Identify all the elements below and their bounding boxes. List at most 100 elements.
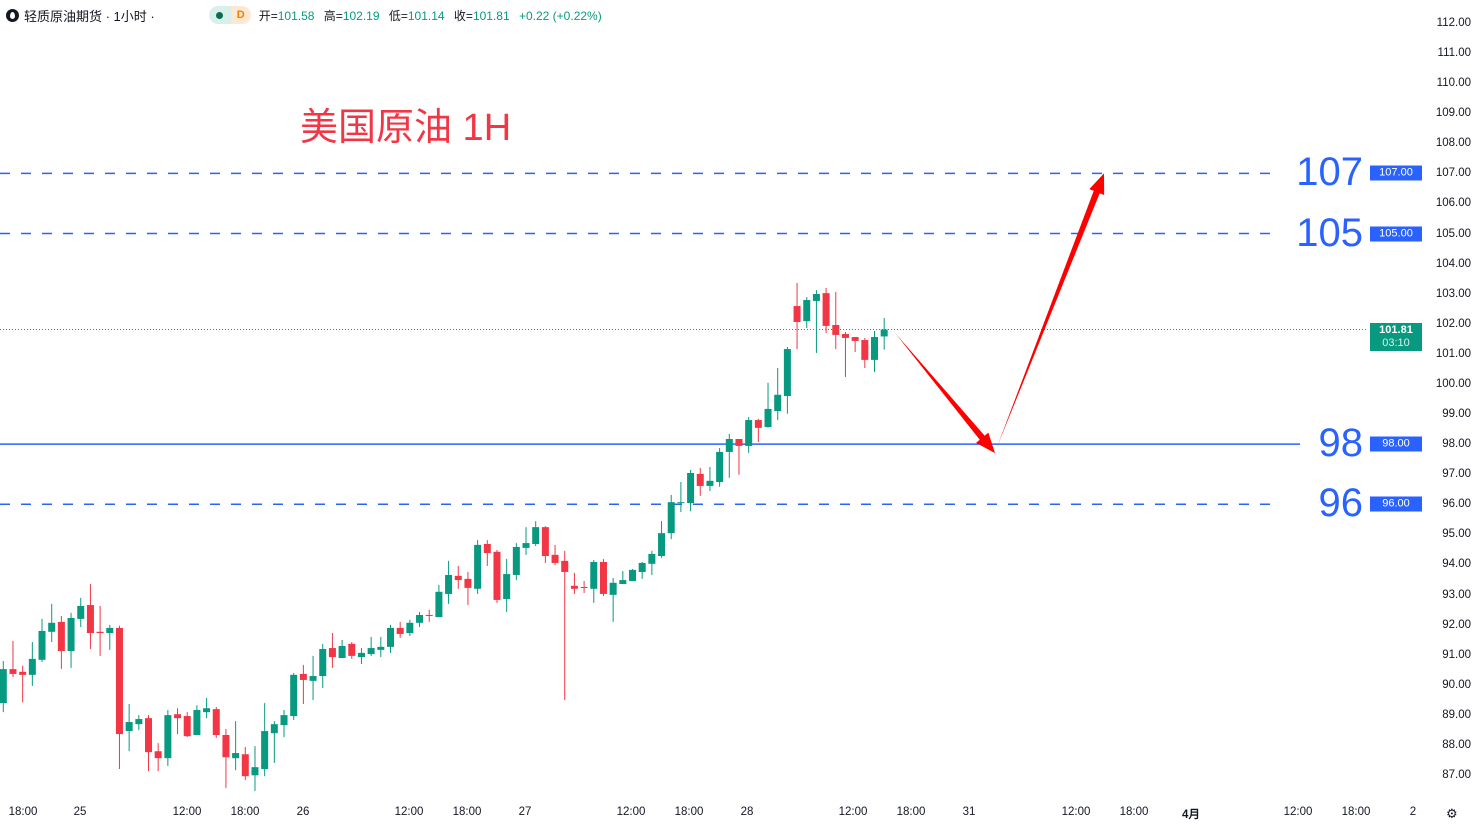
candle-body bbox=[880, 329, 888, 337]
candle-body bbox=[367, 648, 375, 655]
candle-body bbox=[532, 527, 540, 544]
candle bbox=[483, 540, 491, 566]
candle bbox=[115, 625, 123, 769]
price-tick: 92.00 bbox=[1442, 618, 1471, 631]
candle bbox=[154, 743, 162, 772]
candle-body bbox=[783, 349, 791, 396]
time-tick: 28 bbox=[740, 806, 754, 818]
time-tick: 12:00 bbox=[616, 806, 646, 818]
open-label: 开= bbox=[258, 8, 278, 23]
candle bbox=[561, 550, 569, 701]
candle-body bbox=[174, 714, 182, 719]
level-label-98: 98 bbox=[1318, 421, 1364, 466]
candle-body bbox=[580, 587, 588, 588]
candle bbox=[251, 746, 259, 791]
time-tick: 18:00 bbox=[8, 806, 38, 818]
candle-body bbox=[841, 334, 849, 338]
high-label: 高= bbox=[323, 8, 343, 23]
candle-body bbox=[348, 643, 356, 656]
candle-body bbox=[28, 658, 36, 675]
candle-body bbox=[212, 709, 220, 735]
candle bbox=[580, 580, 588, 594]
candle bbox=[541, 526, 549, 563]
time-tick: 25 bbox=[73, 806, 87, 818]
candle-body bbox=[493, 551, 501, 600]
time-tick: 12:00 bbox=[1283, 806, 1313, 818]
candle bbox=[183, 712, 191, 738]
candle-body bbox=[832, 325, 840, 335]
time-tick: 26 bbox=[296, 806, 310, 818]
candle bbox=[716, 448, 724, 487]
candle-body bbox=[164, 715, 172, 759]
candle bbox=[687, 469, 695, 512]
candle-body bbox=[561, 560, 569, 572]
candle bbox=[493, 550, 501, 603]
candle-body bbox=[154, 751, 162, 759]
annotation-arrows bbox=[895, 173, 1105, 454]
candle bbox=[222, 728, 230, 788]
candle-body bbox=[328, 648, 336, 658]
time-tick: 18:00 bbox=[1341, 806, 1371, 818]
candle bbox=[696, 467, 704, 496]
price-levels bbox=[0, 172, 1300, 506]
price-tick: 97.00 bbox=[1442, 468, 1471, 481]
candle bbox=[464, 571, 472, 606]
price-tick: 95.00 bbox=[1442, 528, 1471, 541]
bar-countdown: 03:10 bbox=[1382, 336, 1410, 349]
level-price-badge: 96.00 bbox=[1370, 496, 1422, 512]
price-tick: 109.00 bbox=[1435, 107, 1471, 120]
candle-body bbox=[793, 306, 801, 322]
candle bbox=[793, 282, 801, 350]
candle bbox=[706, 466, 714, 492]
price-tick: 112.00 bbox=[1436, 17, 1471, 29]
candle-body bbox=[648, 553, 656, 564]
candle bbox=[241, 747, 249, 781]
candle-body bbox=[590, 562, 598, 589]
candle bbox=[86, 583, 94, 649]
time-tick: 12:00 bbox=[394, 806, 424, 818]
candle-body bbox=[357, 652, 365, 658]
settings-gear-icon[interactable]: ⚙ bbox=[1446, 806, 1458, 821]
candle bbox=[416, 611, 424, 628]
time-tick: 4月 bbox=[1182, 809, 1200, 821]
candle bbox=[619, 571, 627, 584]
candle bbox=[270, 721, 278, 763]
candle bbox=[570, 572, 578, 594]
candle bbox=[377, 636, 385, 658]
candle bbox=[9, 640, 17, 677]
candle-body bbox=[270, 724, 278, 734]
chart-header: 轻质原油期货 · 1小时 · D 开=101.58 高=102.19 低=101… bbox=[6, 5, 608, 25]
candle bbox=[164, 710, 172, 766]
candle-body bbox=[416, 614, 424, 623]
candle bbox=[812, 290, 820, 353]
candle bbox=[590, 559, 598, 603]
delayed-badge: D bbox=[230, 6, 251, 24]
level-price-badge: 105.00 bbox=[1370, 226, 1422, 242]
level-price-badge: 98.00 bbox=[1370, 436, 1422, 452]
candle-body bbox=[716, 451, 724, 483]
current-price-value: 101.81 bbox=[1379, 323, 1413, 336]
low-value: 101.14 bbox=[407, 8, 445, 23]
candles bbox=[0, 282, 888, 791]
price-tick: 110.00 bbox=[1436, 77, 1471, 90]
symbol-title[interactable]: 轻质原油期货 · 1小时 · bbox=[24, 8, 155, 24]
arrow-down[interactable] bbox=[895, 332, 995, 454]
arrow-up[interactable] bbox=[997, 173, 1105, 448]
market-status-pill[interactable]: D bbox=[208, 6, 251, 24]
candle bbox=[348, 642, 356, 659]
price-tick: 93.00 bbox=[1442, 588, 1471, 601]
time-tick: 12:00 bbox=[172, 806, 202, 818]
candle-body bbox=[145, 718, 152, 753]
price-tick: 108.00 bbox=[1435, 137, 1471, 150]
time-tick: 12:00 bbox=[1061, 806, 1091, 818]
price-tick: 99.00 bbox=[1442, 408, 1471, 421]
candle-body bbox=[96, 631, 104, 634]
candle-body bbox=[861, 340, 869, 360]
candle bbox=[803, 297, 811, 329]
price-tick: 105.00 bbox=[1435, 227, 1471, 240]
time-tick: 18:00 bbox=[452, 806, 482, 818]
candle bbox=[19, 665, 27, 703]
candle-body bbox=[57, 621, 65, 652]
candle bbox=[48, 603, 56, 643]
